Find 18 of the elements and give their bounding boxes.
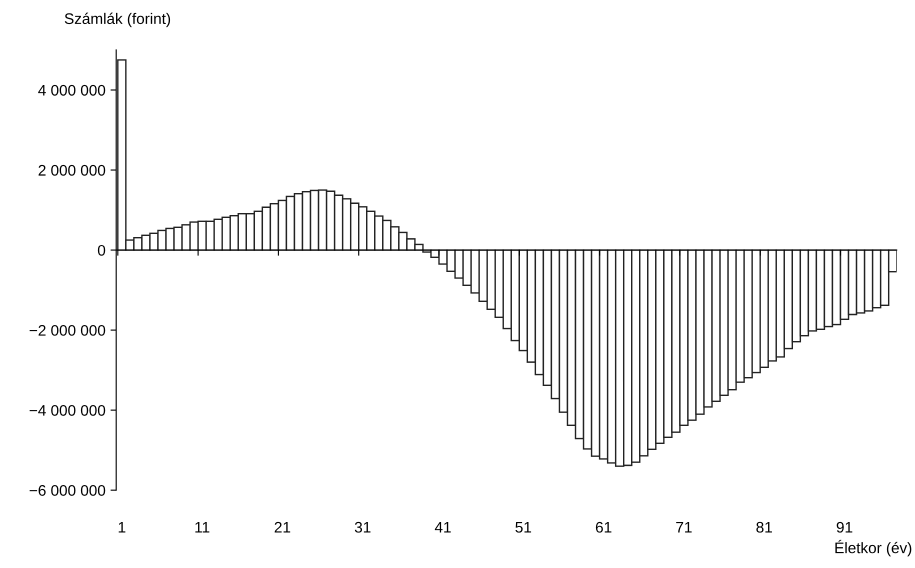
- y-tick-label: −2 000 000: [30, 324, 106, 336]
- y-tick-label: 0: [98, 244, 106, 256]
- x-tick-label: 11: [195, 522, 210, 533]
- y-axis-title: Számlák (forint): [64, 12, 170, 28]
- x-tick-label: 31: [354, 522, 370, 533]
- x-tick-label: 61: [596, 522, 612, 533]
- x-tick-label: 41: [434, 522, 451, 533]
- x-tick-label: 91: [836, 522, 852, 533]
- x-tick-label: 21: [274, 522, 290, 533]
- x-tick-label: 1: [118, 522, 126, 533]
- x-tick-label: 81: [756, 522, 772, 533]
- y-tick-label: 4 000 000: [38, 84, 106, 96]
- y-tick-label: −4 000 000: [30, 405, 106, 416]
- y-tick-label: 2 000 000: [38, 164, 106, 176]
- y-tick-label: −6 000 000: [30, 485, 106, 496]
- x-axis-title: Életkor (év): [835, 540, 912, 556]
- x-tick-label: 71: [676, 522, 692, 533]
- x-tick-label: 51: [515, 522, 532, 533]
